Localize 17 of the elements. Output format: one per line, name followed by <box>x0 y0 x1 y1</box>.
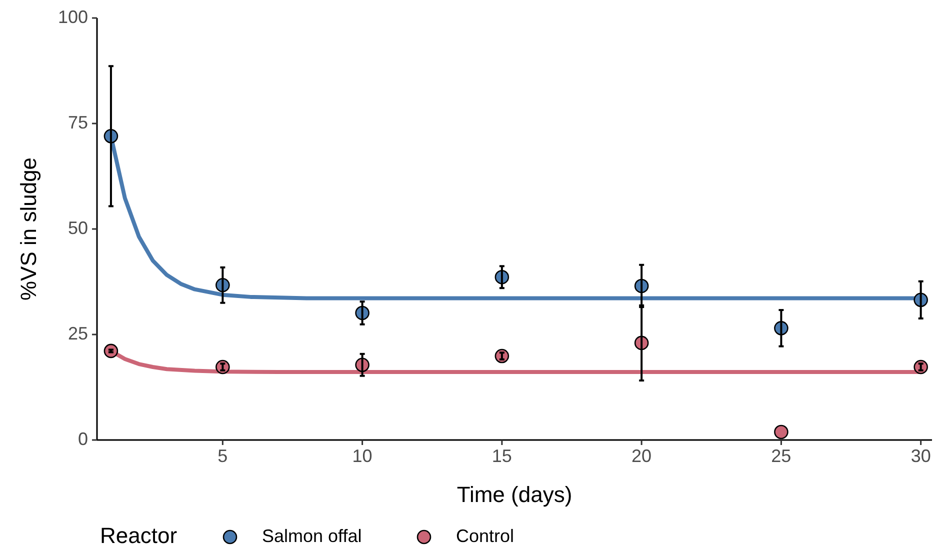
y-tick-label: 75 <box>68 112 88 132</box>
y-tick-label: 0 <box>78 428 88 449</box>
x-tick-label: 25 <box>771 446 792 466</box>
x-axis-title: Time (days) <box>456 482 572 507</box>
x-tick-label: 10 <box>352 446 372 466</box>
x-tick-label: 30 <box>910 446 931 466</box>
y-axis-title: %VS in sludge <box>16 157 41 301</box>
legend-label: Control <box>456 526 514 546</box>
legend-label: Salmon offal <box>262 526 362 546</box>
x-tick-label: 15 <box>492 446 512 466</box>
legend-title: Reactor <box>100 522 178 548</box>
y-tick-label: 25 <box>68 323 88 344</box>
x-tick-label: 20 <box>632 446 652 466</box>
y-tick-label: 50 <box>68 218 88 238</box>
y-tick-label: 100 <box>58 6 88 27</box>
x-tick-label: 5 <box>218 446 228 466</box>
point <box>774 424 788 440</box>
